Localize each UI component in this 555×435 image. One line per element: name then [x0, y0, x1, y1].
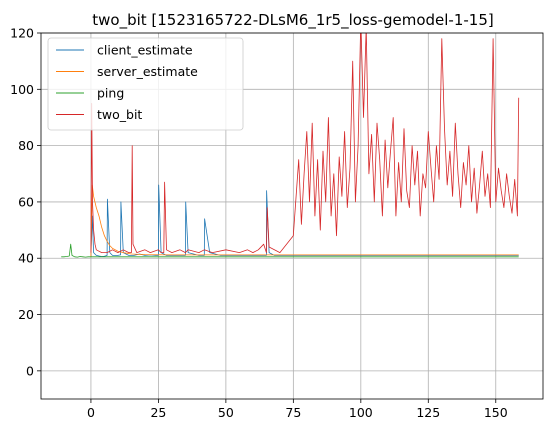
y-tick-label: 20 — [18, 307, 34, 322]
x-tick-label: 25 — [150, 405, 166, 420]
x-tick-label: 100 — [349, 405, 373, 420]
chart-title: two_bit [1523165722-DLsM6_1r5_loss-gemod… — [92, 11, 493, 30]
x-tick-label: 50 — [218, 405, 234, 420]
legend-label-server_estimate: server_estimate — [97, 64, 198, 79]
axis-ticks: 0 25 50 75 100 125 150 0 20 40 60 80 100 120 — [10, 26, 508, 421]
y-tick-label: 80 — [18, 138, 34, 153]
y-tick-label: 100 — [10, 82, 34, 97]
x-tick-label: 150 — [484, 405, 508, 420]
series-line-server_estimate — [90, 184, 519, 257]
y-tick-label: 0 — [26, 363, 34, 378]
plot-frame — [40, 32, 544, 400]
legend-label-ping: ping — [97, 86, 124, 101]
legend-label-client_estimate: client_estimate — [97, 43, 193, 58]
x-tick-label: 75 — [285, 405, 301, 420]
series-line-client_estimate — [90, 184, 519, 257]
plot-series — [61, 33, 520, 258]
x-tick-label: 0 — [87, 405, 95, 420]
legend-label-two_bit: two_bit — [97, 107, 142, 122]
y-tick-label: 120 — [10, 26, 34, 41]
y-tick-label: 60 — [18, 194, 34, 209]
y-tick-label: 40 — [18, 251, 34, 266]
legend-box — [47, 37, 244, 131]
x-tick-label: 125 — [416, 405, 440, 420]
series-line-two_bit — [90, 33, 520, 254]
series-line-ping — [61, 243, 519, 258]
